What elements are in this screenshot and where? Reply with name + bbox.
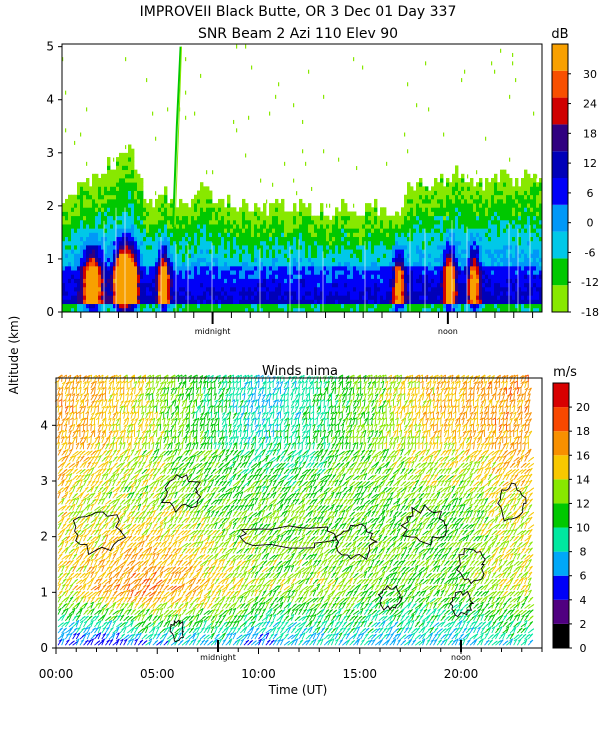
winds-colorbar-swatch (553, 623, 569, 648)
snr-colorbar-swatch (552, 70, 568, 98)
snr-colorbar-tick-label: 0 (587, 217, 594, 230)
snr-colorbar-tick-label: 24 (583, 98, 597, 111)
snr-colorbar-tick-label: -12 (581, 276, 599, 289)
winds-y-tick-label: 3 (40, 474, 48, 488)
snr-y-tick-label: 2 (46, 199, 54, 213)
snr-field (62, 44, 543, 313)
header-subtitle: SNR Beam 2 Azi 110 Elev 90 (198, 26, 398, 42)
winds-colorbar-tick-label: 16 (576, 449, 590, 462)
winds-x-tick-label: 20:00 (444, 667, 479, 681)
snr-colorbar-tick-label: -6 (585, 246, 596, 259)
winds-colorbar-tick-label: 0 (580, 642, 587, 655)
snr-colorbar-swatch (552, 97, 568, 125)
wind-contours (72, 474, 527, 643)
snr-plot-frame (61, 43, 543, 313)
snr-colorbar-swatch (552, 151, 568, 178)
snr-colorbar-unit: dB (551, 27, 568, 42)
winds-colorbar-tick-label: 6 (580, 570, 587, 583)
snr-colorbar-swatch (552, 258, 568, 286)
snr-colorbar-swatch (552, 285, 568, 312)
winds-colorbar-swatch (553, 527, 569, 552)
winds-colorbar-tick-label: 10 (576, 522, 590, 535)
winds-colorbar-tick-label: 2 (580, 618, 587, 631)
winds-y-tick-label: 2 (40, 530, 48, 544)
winds-x-tick-label: 00:00 (39, 667, 74, 681)
snr-y-tick-label: 0 (46, 305, 54, 319)
y-axis-label: Altitude (km) (7, 316, 21, 395)
snr-colorbar-swatch (552, 231, 568, 259)
winds-colorbar-swatch (553, 599, 569, 624)
snr-y-tick-label: 1 (46, 252, 54, 266)
winds-y-tick-label: 1 (40, 585, 48, 599)
winds-colorbar-unit: m/s (553, 365, 577, 380)
winds-title: Winds nima (262, 364, 338, 379)
winds-colorbar-tick-label: 20 (576, 401, 590, 414)
snr-marker-label: midnight (195, 327, 231, 336)
snr-colorbar-swatch (552, 204, 568, 232)
snr-colorbar-tick-label: 18 (583, 127, 597, 140)
winds-colorbar-tick-label: 12 (576, 497, 590, 510)
wind-barb-field (54, 374, 535, 646)
winds-colorbar-swatch (553, 551, 569, 576)
snr-colorbar-tick-label: 12 (583, 157, 597, 170)
snr-y-tick-label: 4 (46, 93, 54, 107)
winds-x-tick-label: 15:00 (342, 667, 377, 681)
snr-y-tick-label: 5 (46, 40, 54, 54)
winds-colorbar-tick-label: 4 (580, 594, 587, 607)
winds-marker-label: noon (451, 653, 471, 662)
snr-colorbar-swatch (552, 178, 568, 205)
snr-colorbar-tick-label: -18 (581, 306, 599, 319)
winds-colorbar-swatch (553, 503, 569, 528)
winds-colorbar-tick-label: 14 (576, 473, 590, 486)
snr-colorbar-tick-label: 30 (583, 68, 597, 81)
winds-y-tick-label: 0 (40, 641, 48, 655)
snr-marker-label: noon (438, 327, 458, 336)
winds-colorbar-swatch (553, 431, 569, 456)
snr-colorbar-tick-label: 6 (587, 187, 594, 200)
header-title: IMPROVEII Black Butte, OR 3 Dec 01 Day 3… (140, 4, 457, 20)
winds-colorbar-swatch (553, 479, 569, 504)
winds-colorbar-swatch (553, 455, 569, 480)
snr-colorbar-swatch (552, 124, 568, 152)
snr-colorbar-swatch (552, 44, 568, 71)
snr-y-tick-label: 3 (46, 146, 54, 160)
winds-marker-label: midnight (200, 653, 236, 662)
winds-colorbar-swatch (553, 383, 569, 408)
x-axis-label: Time (UT) (268, 683, 328, 697)
winds-x-tick-label: 10:00 (241, 667, 276, 681)
winds-colorbar-tick-label: 8 (580, 546, 587, 559)
winds-colorbar-swatch (553, 575, 569, 600)
winds-y-tick-label: 4 (40, 418, 48, 432)
winds-x-tick-label: 05:00 (140, 667, 175, 681)
winds-colorbar-tick-label: 18 (576, 425, 590, 438)
winds-colorbar-swatch (553, 407, 569, 432)
